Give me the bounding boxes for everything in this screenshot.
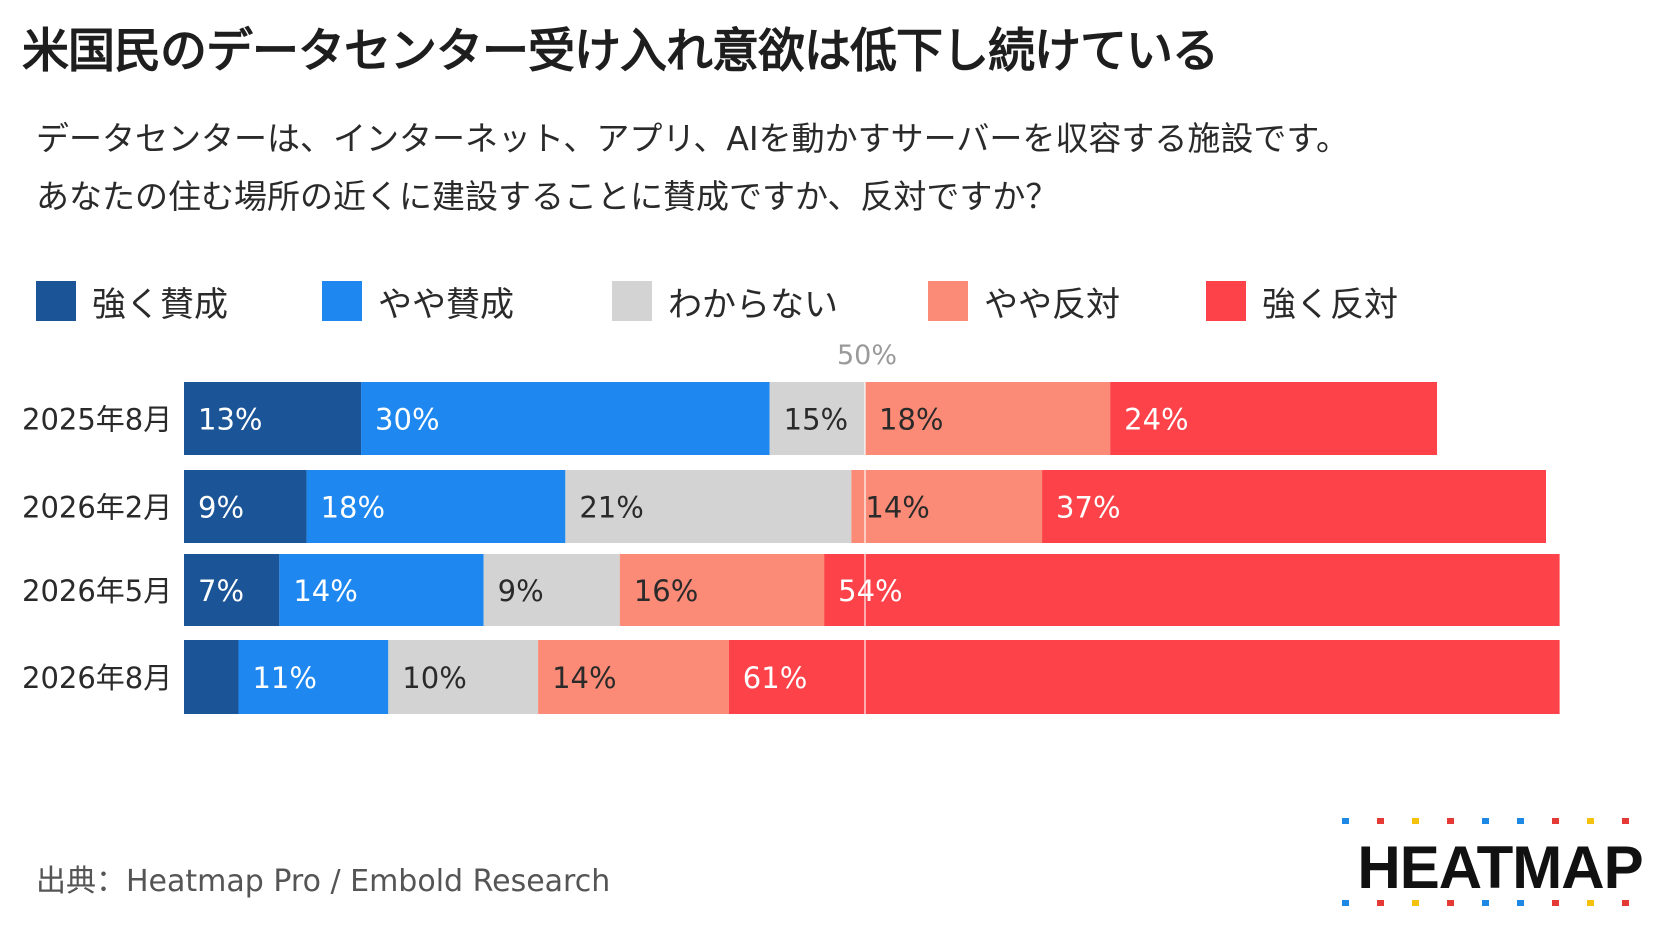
logo-dot [1447,900,1454,906]
data-label: 10% [402,661,466,695]
legend-item-strongly-support: 強く賛成 [36,280,228,325]
legend-item-somewhat-support: やや賛成 [322,280,514,325]
data-label: 11% [252,661,316,695]
data-label: 9% [498,574,544,608]
logo-dot [1552,900,1559,906]
legend-label-strongly-oppose: 強く反対 [1262,284,1398,325]
data-label: 14% [552,661,616,695]
legend-item-strongly-oppose: 強く反対 [1206,280,1398,325]
bar-segment [238,640,389,714]
data-label: 16% [634,574,698,608]
logo-dot [1377,900,1384,906]
legend-swatch-strongly-oppose [1206,281,1246,321]
legend-swatch-somewhat-support [322,281,362,321]
logo-dot [1482,900,1489,906]
bar-segment [728,640,1560,714]
logo-dot [1517,818,1524,824]
bar-segment [184,382,362,455]
legend-label-dont-know: わからない [668,284,838,325]
logo-dot [1552,818,1559,824]
chart-title: 米国民のデータセンター受け入れ意欲は低下し続けている [22,24,1219,79]
data-label: 24% [1124,403,1188,437]
logo-dot [1587,818,1594,824]
logo-dot [1342,900,1349,906]
logo-dot [1517,900,1524,906]
data-label: 37% [1056,491,1120,525]
legend-swatch-somewhat-oppose [928,281,968,321]
data-label: 54% [838,574,902,608]
bar-segment [1110,382,1438,455]
bar-segment [565,470,852,543]
logo-dot [1412,818,1419,824]
bar-segment [538,640,729,714]
bar-segment [388,640,539,714]
data-label: 9% [198,491,244,525]
bar-segment [769,382,865,455]
logo-dot [1377,818,1384,824]
bar-segment [1042,470,1546,543]
heatmap-logo: HEATMAP [1340,818,1660,918]
category-label: 2026年5月 [22,574,172,608]
data-label: 13% [198,403,262,437]
logo-dot [1587,900,1594,906]
bar-segment [824,554,1560,626]
logo-dot [1342,818,1349,824]
data-label: 14% [293,574,357,608]
bar-segment [279,554,484,626]
legend-label-somewhat-support: やや賛成 [378,284,514,325]
bar-segment [306,470,566,543]
stacked-bar-chart: 2025年8月 13% 30% 15% 18% 24% 2026年2月 9% 18% 21% 14%… [22,340,1560,714]
data-label: 7% [198,574,244,608]
bar-segment [184,554,280,626]
logo-dot [1447,818,1454,824]
bar-segment [184,470,307,543]
reference-line-label: 50% [837,340,897,371]
bar-segment [865,382,1111,455]
legend-swatch-dont-know [612,281,652,321]
logo-wordmark: HEATMAP [1357,834,1643,901]
bar-segment [619,554,825,626]
legend-label-somewhat-oppose: やや反対 [984,284,1120,325]
category-label: 2026年2月 [22,491,172,525]
logo-dot [1482,818,1489,824]
legend-swatch-strongly-support [36,281,76,321]
logo-dot [1622,818,1629,824]
data-label: 14% [865,491,929,525]
logo-dot [1622,900,1629,906]
data-label: 18% [321,491,385,525]
legend-item-somewhat-oppose: やや反対 [928,280,1120,325]
data-label: 61% [743,661,807,695]
bar-segment [184,640,239,714]
legend-label-strongly-support: 強く賛成 [92,284,228,325]
data-label: 21% [579,491,643,525]
category-label: 2025年8月 [22,403,172,437]
data-label: 15% [784,403,848,437]
survey-question-line-1: データセンターは、インターネット、アプリ、AIを動かすサーバーを収容する施設です… [36,119,1350,158]
bar-segment [483,554,620,626]
survey-question-line-2: あなたの住む場所の近くに建設することに賛成ですか、反対ですか？ [36,177,1059,216]
logo-dot [1412,900,1419,906]
bar-segment [851,470,1043,543]
data-label: 18% [879,403,943,437]
data-label: 30% [375,403,439,437]
category-label: 2026年8月 [22,661,172,695]
source-note: 出典：Heatmap Pro / Embold Research [36,864,611,899]
bar-segment [361,382,770,455]
legend-item-dont-know: わからない [612,280,838,325]
